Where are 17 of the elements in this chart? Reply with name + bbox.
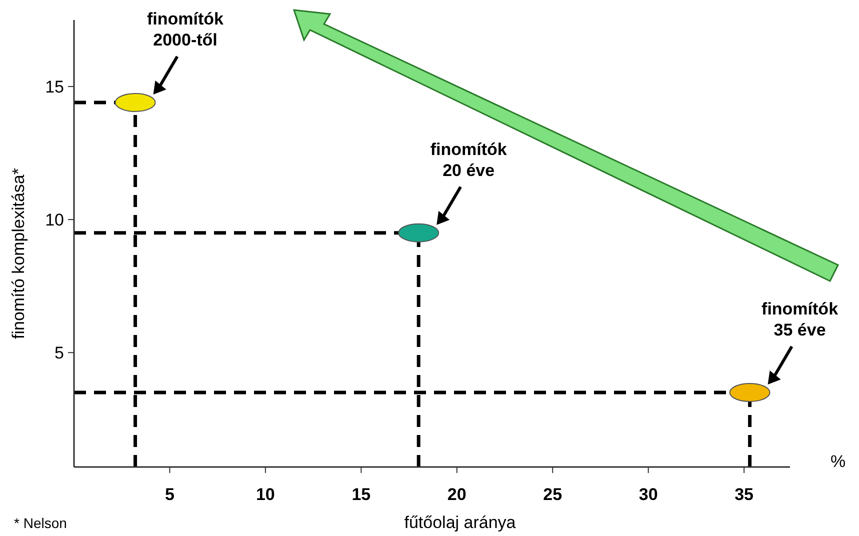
x-tick-label: 30 — [638, 485, 658, 504]
y-tick-label: 5 — [54, 344, 64, 363]
y-tick-label: 10 — [45, 210, 64, 230]
text: * Nelson — [14, 515, 67, 531]
x-tick-label: 10 — [256, 485, 275, 504]
x-tick-label: 20 — [447, 485, 466, 504]
y-axis-title: finomító komplexitása* — [9, 168, 28, 340]
x-axis-title: fűtőolaj aránya — [404, 513, 516, 532]
x-tick-label: 35 — [734, 485, 754, 504]
x-tick-label: 25 — [543, 485, 562, 504]
annotation: finomítók 20 éve — [430, 140, 508, 180]
y-tick-label: 15 — [45, 78, 64, 97]
text: % — [830, 452, 846, 471]
annotation: finomítók 35 éve — [762, 300, 839, 340]
x-tick-label: 5 — [164, 485, 174, 504]
annotation: finomítók 2000-től — [147, 9, 224, 50]
x-tick-label: 15 — [352, 485, 371, 504]
